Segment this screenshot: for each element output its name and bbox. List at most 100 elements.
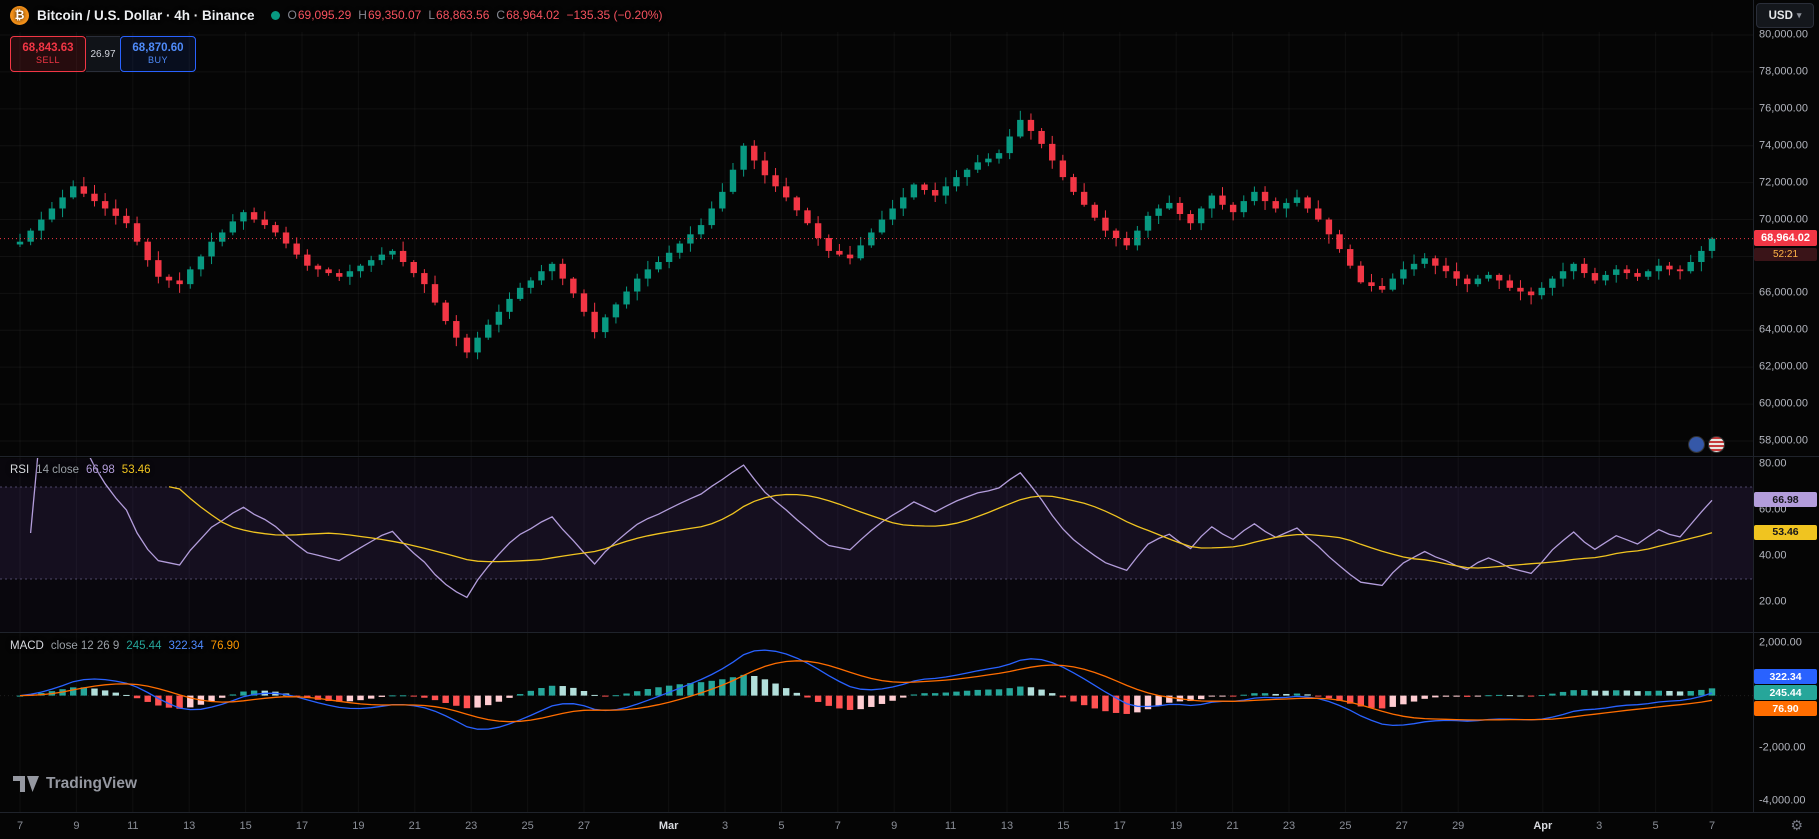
- price-axis[interactable]: USD ▾ 68,964.02 52:21 66.98 53.46 322.34…: [1753, 0, 1819, 839]
- axis-tick-label: 76,000.00: [1759, 102, 1808, 115]
- time-axis-label: 3: [721, 820, 729, 832]
- time-axis-label: 9: [891, 820, 898, 832]
- rsi-value-badge: 66.98: [1754, 492, 1817, 508]
- rsi-title: RSI: [10, 464, 30, 476]
- time-axis-label: 19: [352, 820, 365, 832]
- rsi-pane: [0, 458, 1753, 632]
- buy-button[interactable]: 68,870.60 BUY: [120, 36, 196, 72]
- grid: [0, 32, 1753, 812]
- rsi-legend[interactable]: RSI 14 close 66.98 53.46: [10, 464, 151, 476]
- settings-gear-icon[interactable]: ⚙: [1790, 817, 1803, 833]
- time-axis-label: 5: [1652, 820, 1659, 832]
- axis-tick-label: 74,000.00: [1759, 139, 1808, 152]
- axis-tick-label: 78,000.00: [1759, 65, 1808, 78]
- axis-tick-label: 2,000.00: [1759, 636, 1802, 649]
- time-axis-label: 7: [16, 820, 24, 832]
- chevron-down-icon: ▾: [1796, 10, 1802, 20]
- axis-tick-label: 20.00: [1759, 595, 1787, 608]
- macd-legend[interactable]: MACD close 12 26 9 245.44 322.34 76.90: [10, 640, 239, 652]
- macd-params: close 12 26 9: [50, 640, 120, 652]
- time-axis-label: 21: [408, 820, 421, 832]
- macd-line-badge: 322.34: [1754, 669, 1817, 685]
- time-axis-label: 13: [1000, 820, 1014, 832]
- time-axis-label: 9: [73, 820, 80, 832]
- tradingview-logo-icon: [13, 776, 39, 792]
- time-axis-label: 15: [1057, 820, 1070, 832]
- last-price-badge: 68,964.02: [1754, 229, 1817, 246]
- time-axis-label: 27: [1395, 820, 1408, 832]
- change-value: −135.35 (−0.20%): [566, 8, 663, 22]
- low-value: L68,863.56: [428, 8, 490, 22]
- buy-label: BUY: [147, 55, 168, 66]
- close-value: C68,964.02: [496, 8, 560, 22]
- time-axis-label: 5: [778, 820, 785, 832]
- open-value: O69,095.29: [287, 8, 352, 22]
- event-flag-icon[interactable]: [1708, 436, 1725, 453]
- axis-tick-label: 60,000.00: [1759, 397, 1808, 410]
- ohlc-values: O69,095.29 H69,350.07 L68,863.56 C68,964…: [288, 8, 663, 22]
- symbol-title[interactable]: Bitcoin / U.S. Dollar · 4h · Binance: [37, 7, 255, 23]
- axis-tick-label: 80,000.00: [1759, 28, 1808, 41]
- macd-signal-badge: 76.90: [1754, 701, 1817, 717]
- rsi-ma-value: 53.46: [121, 464, 151, 476]
- axis-tick-label: 62,000.00: [1759, 360, 1808, 373]
- axis-tick-label: -4,000.00: [1759, 794, 1806, 807]
- time-axis-label: 13: [183, 820, 196, 832]
- sell-label: SELL: [35, 55, 61, 66]
- macd-hist-value: 245.44: [126, 640, 162, 652]
- time-axis[interactable]: 7 9 11 13 15 17 19 21 23 25 27 Mar 3 5 7 9 11 13 15 17 19 21 2…: [0, 813, 1819, 839]
- time-axis-label: Mar: [658, 820, 679, 832]
- chart-header: ₿ Bitcoin / U.S. Dollar · 4h · Binance O…: [0, 0, 663, 30]
- time-axis-label: 11: [127, 820, 139, 832]
- axis-tick-label: 64,000.00: [1759, 323, 1808, 336]
- time-axis-label: 19: [1170, 820, 1183, 832]
- time-axis-label: 17: [295, 820, 309, 832]
- tradingview-logo[interactable]: TradingView: [13, 774, 137, 794]
- time-axis-label: 15: [239, 820, 252, 832]
- currency-button[interactable]: USD ▾: [1756, 3, 1814, 28]
- price-pane: [0, 110, 1753, 360]
- macd-title: MACD: [10, 640, 44, 652]
- high-value: H69,350.07: [358, 8, 422, 22]
- macd-hist-badge: 245.44: [1754, 685, 1817, 701]
- event-flag-icon[interactable]: [1688, 436, 1705, 453]
- axis-tick-label: 70,000.00: [1759, 213, 1808, 226]
- time-axis-label: 21: [1226, 820, 1239, 832]
- time-axis-label: 3: [1596, 820, 1603, 832]
- sell-button[interactable]: 68,843.63 SELL: [10, 36, 86, 72]
- rsi-ma-value-badge: 53.46: [1754, 524, 1817, 540]
- time-axis-label: 25: [521, 820, 534, 832]
- macd-pane: [0, 649, 1753, 730]
- axis-tick-label: 60.00: [1759, 503, 1787, 516]
- time-axis-label: 7: [1708, 820, 1716, 832]
- time-axis-label: 27: [577, 820, 591, 832]
- time-axis-label: 17: [1113, 820, 1126, 832]
- time-axis-label: 23: [1282, 820, 1296, 832]
- sell-price: 68,843.63: [22, 42, 74, 55]
- tradingview-logo-text: TradingView: [46, 775, 138, 792]
- event-flags: [1688, 436, 1725, 453]
- macd-line-value: 322.34: [168, 640, 204, 652]
- axis-tick-label: 66,000.00: [1759, 286, 1808, 299]
- time-axis-label: 11: [944, 820, 957, 832]
- buy-price: 68,870.60: [132, 42, 184, 55]
- bitcoin-logo-icon: ₿: [10, 5, 29, 25]
- macd-signal-value: 76.90: [210, 640, 240, 652]
- time-axis-label: Apr: [1533, 820, 1553, 832]
- time-axis-label: 25: [1339, 820, 1352, 832]
- currency-label: USD: [1768, 9, 1793, 22]
- spread-value: 26.97: [86, 36, 120, 72]
- rsi-params: 14 close: [36, 464, 80, 476]
- trade-panel: 68,843.63 SELL 26.97 68,870.60 BUY: [10, 36, 196, 72]
- axis-tick-label: 80.00: [1759, 457, 1787, 470]
- axis-tick-label: 40.00: [1759, 549, 1787, 562]
- axis-tick-label: -2,000.00: [1759, 741, 1806, 754]
- time-axis-label: 29: [1452, 820, 1465, 832]
- axis-tick-label: 72,000.00: [1759, 176, 1808, 189]
- market-status-icon: [270, 10, 280, 20]
- candle-countdown-badge: 52:21: [1754, 247, 1817, 261]
- time-axis-label: 7: [834, 820, 841, 832]
- axis-tick-label: 58,000.00: [1759, 434, 1808, 447]
